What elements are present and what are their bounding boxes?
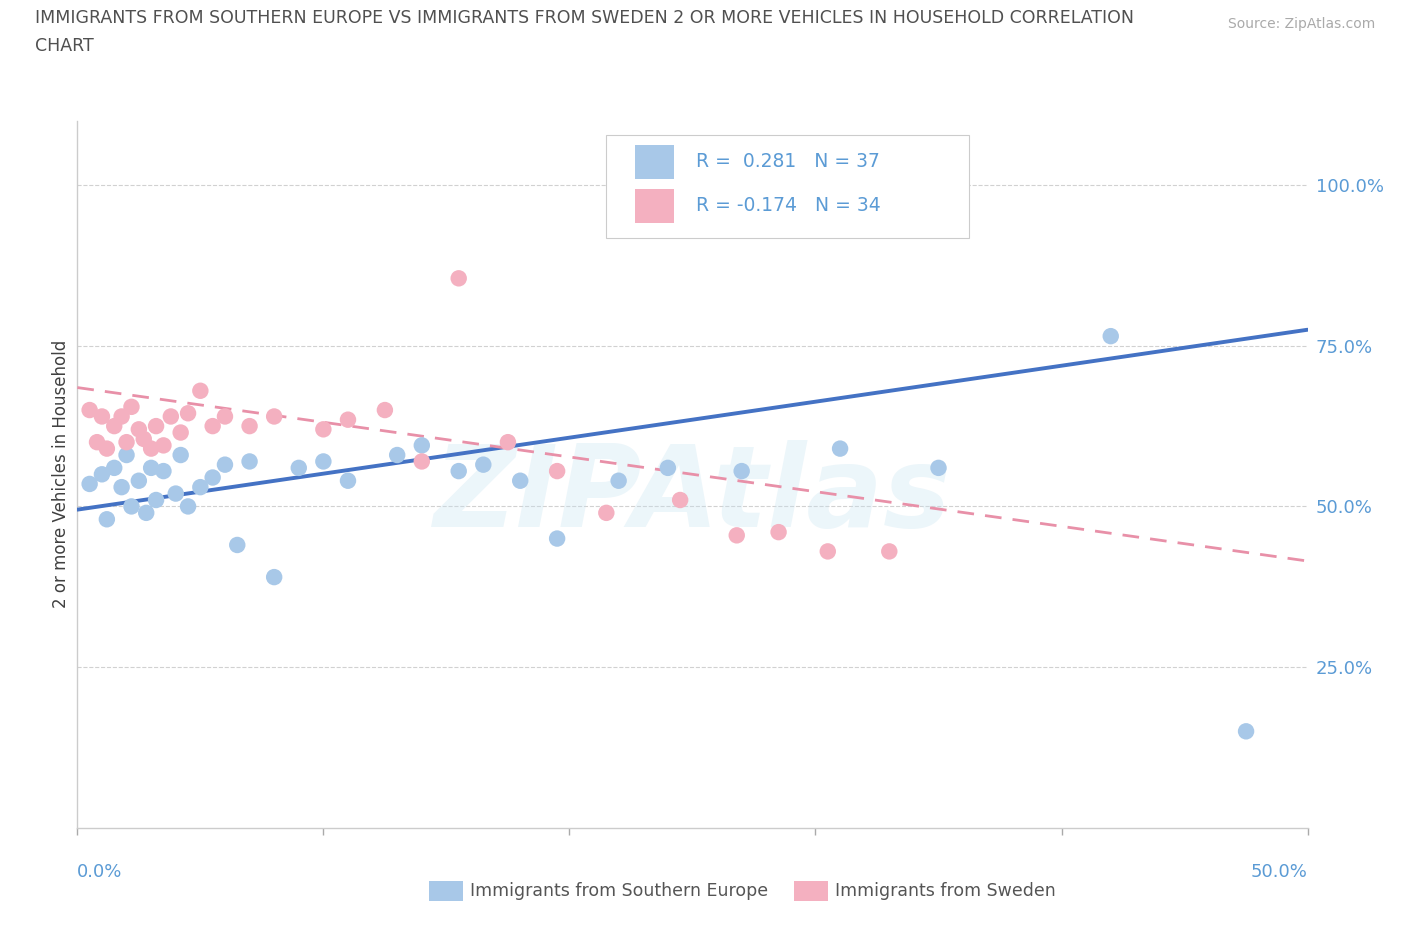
Point: [337, 473, 360, 488]
Point: [115, 434, 138, 449]
Point: [879, 544, 901, 559]
Point: [657, 460, 679, 475]
Bar: [634, 189, 673, 222]
Point: [190, 383, 212, 398]
Text: CHART: CHART: [35, 37, 94, 55]
Point: [214, 458, 236, 472]
Point: [103, 418, 125, 433]
Point: [160, 409, 183, 424]
Point: [79, 476, 101, 491]
Bar: [634, 145, 673, 179]
Point: [496, 434, 519, 449]
Point: [152, 438, 174, 453]
Point: [121, 499, 143, 514]
Point: [86, 434, 108, 449]
Point: [447, 464, 470, 479]
FancyBboxPatch shape: [606, 135, 969, 237]
Point: [411, 454, 433, 469]
Point: [768, 525, 790, 539]
Point: [152, 464, 174, 479]
Point: [96, 441, 118, 456]
Point: [145, 493, 167, 508]
Point: [731, 464, 754, 479]
Y-axis label: 2 or more Vehicles in Household: 2 or more Vehicles in Household: [52, 340, 70, 608]
Point: [141, 441, 163, 456]
Point: [170, 425, 193, 440]
Point: [177, 405, 200, 420]
Point: [830, 441, 852, 456]
Point: [170, 447, 193, 462]
Text: Immigrants from Southern Europe: Immigrants from Southern Europe: [470, 882, 768, 900]
Point: [447, 271, 470, 286]
Point: [128, 422, 150, 437]
Text: 0.0%: 0.0%: [77, 863, 122, 881]
Point: [90, 409, 114, 424]
Point: [190, 480, 212, 495]
Point: [132, 432, 155, 446]
Point: [90, 467, 114, 482]
Point: [546, 531, 568, 546]
Point: [111, 409, 132, 424]
Point: [226, 538, 249, 552]
Point: [595, 505, 617, 520]
Point: [79, 403, 101, 418]
Point: [111, 480, 132, 495]
Point: [239, 418, 262, 433]
Point: [817, 544, 839, 559]
Point: [312, 454, 335, 469]
Point: [201, 418, 224, 433]
Point: [669, 493, 692, 508]
Point: [263, 409, 285, 424]
Point: [472, 458, 495, 472]
Point: [509, 473, 531, 488]
Text: Immigrants from Sweden: Immigrants from Sweden: [835, 882, 1056, 900]
Text: Source: ZipAtlas.com: Source: ZipAtlas.com: [1227, 17, 1375, 31]
Point: [607, 473, 630, 488]
Point: [1099, 328, 1122, 343]
Point: [1234, 724, 1257, 738]
Point: [725, 528, 748, 543]
Point: [214, 409, 236, 424]
Point: [141, 460, 163, 475]
Point: [312, 422, 335, 437]
Text: R =  0.281   N = 37: R = 0.281 N = 37: [696, 153, 880, 171]
Point: [177, 499, 200, 514]
Point: [263, 570, 285, 585]
Point: [201, 470, 224, 485]
Point: [165, 486, 187, 501]
Text: 50.0%: 50.0%: [1251, 863, 1308, 881]
Text: ZIPAtlas: ZIPAtlas: [433, 440, 952, 551]
Point: [128, 473, 150, 488]
Point: [135, 505, 157, 520]
Point: [387, 447, 409, 462]
Point: [103, 460, 125, 475]
Text: IMMIGRANTS FROM SOUTHERN EUROPE VS IMMIGRANTS FROM SWEDEN 2 OR MORE VEHICLES IN : IMMIGRANTS FROM SOUTHERN EUROPE VS IMMIG…: [35, 9, 1135, 27]
Text: R = -0.174   N = 34: R = -0.174 N = 34: [696, 196, 882, 215]
Point: [96, 512, 118, 526]
Point: [337, 412, 360, 427]
Point: [145, 418, 167, 433]
Point: [239, 454, 262, 469]
Point: [288, 460, 311, 475]
Point: [115, 447, 138, 462]
Point: [374, 403, 396, 418]
Point: [121, 399, 143, 414]
Point: [928, 460, 950, 475]
Point: [546, 464, 568, 479]
Point: [411, 438, 433, 453]
